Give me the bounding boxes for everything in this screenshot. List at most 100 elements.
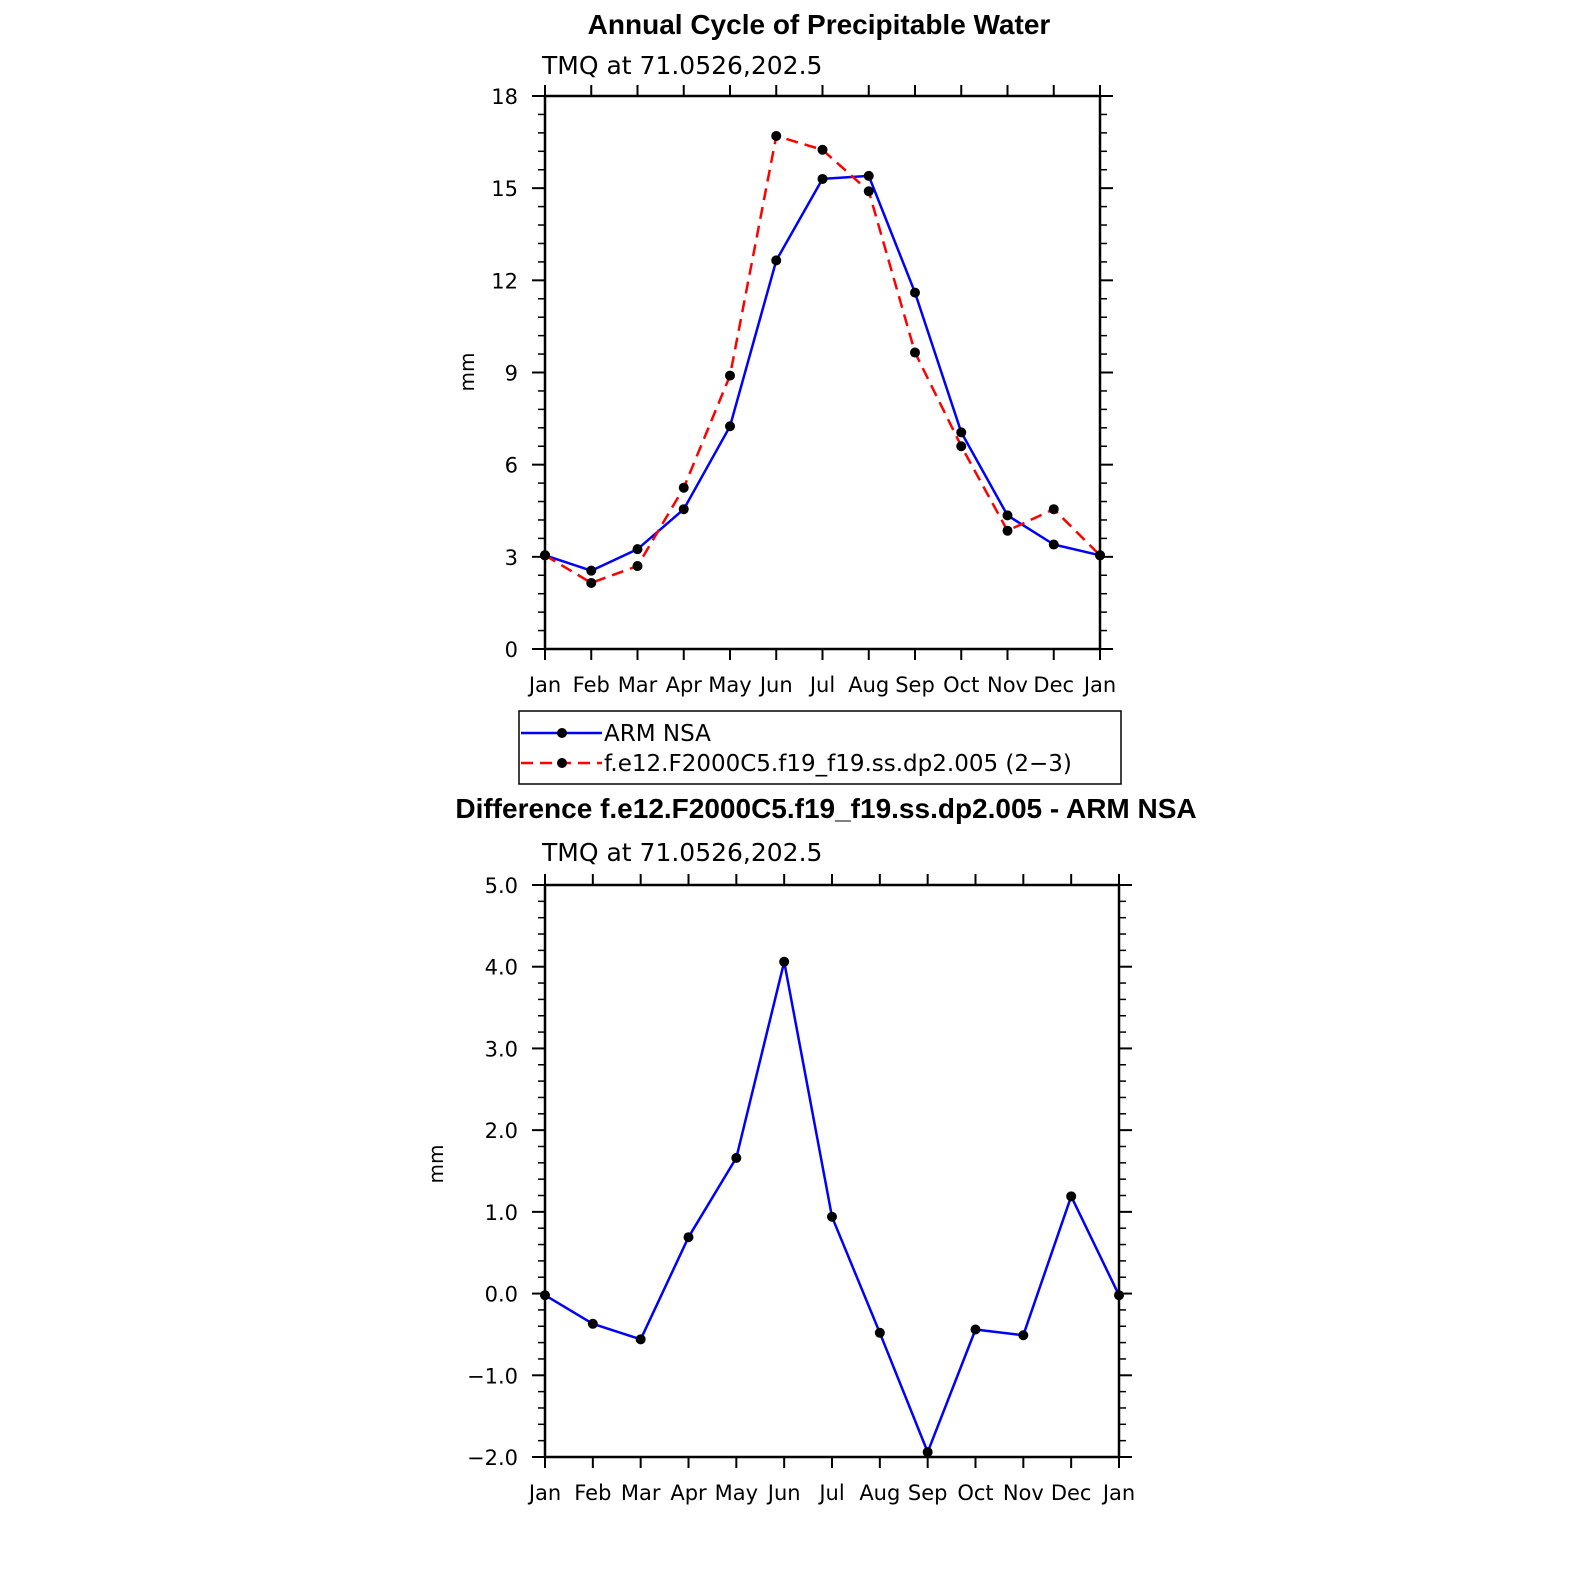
y-tick-label: 12 [491,269,518,293]
y-tick-label: 15 [491,177,518,201]
data-point [863,186,874,197]
x-tick-label: May [715,1481,758,1505]
data-point [635,1334,646,1345]
x-tick-label: Mar [621,1481,661,1505]
y-tick-label: 3.0 [485,1037,518,1061]
axis-ticks [532,874,1132,1468]
legend-marker-model [557,758,567,768]
y-tick-label: 0.0 [485,1283,518,1307]
x-tick-label: Nov [987,673,1028,697]
chart-subtitle: TMQ at 71.0526,202.5 [541,838,822,867]
x-tick-label: Sep [895,673,935,697]
x-tick-label: Nov [1003,1481,1044,1505]
x-tick-label: Feb [574,1481,611,1505]
y-tick-label: 6 [505,454,518,478]
data-point [586,565,597,576]
data-point [678,504,689,515]
legend-box [518,710,1122,785]
y-tick-label: 5.0 [485,874,518,898]
data-point [779,956,790,967]
data-point [632,544,643,555]
plot-frame [543,883,1121,1459]
data-point [586,577,597,588]
legend-label-model: f.e12.F2000C5.f19_f19.ss.dp2.005 (2−3) [604,751,1072,777]
data-point [910,347,920,358]
chart-title: Annual Cycle of Precipitable Water [588,9,1051,40]
y-tick-label: −1.0 [467,1364,518,1388]
series-group [540,130,1105,588]
chart-subtitle: TMQ at 71.0526,202.5 [541,51,822,80]
legend-label-arm-nsa: ARM NSA [604,721,711,747]
x-tick-label: Jul [808,673,835,697]
x-tick-label: Feb [573,673,610,697]
x-tick-label: Dec [1033,673,1074,697]
data-point [1002,525,1013,536]
data-point [1066,1191,1077,1202]
x-tick-label: Dec [1051,1481,1092,1505]
x-tick-label: Sep [908,1481,948,1505]
x-tick-label: Jan [527,1481,561,1505]
data-point [725,370,735,381]
y-tick-label: 0 [505,638,518,662]
series-line [544,174,1101,572]
y-tick-label: 1.0 [485,1201,518,1225]
series-line [544,960,1121,1454]
data-point [922,1447,933,1458]
y-tick-label: 18 [491,85,518,109]
data-point [725,421,735,432]
x-tick-label: Jan [1082,673,1116,697]
y-tick-label: −2.0 [467,1446,518,1470]
x-tick-label: Oct [957,1481,993,1505]
difference-chart: Difference f.e12.F2000C5.f19_f19.ss.dp2.… [424,793,1197,1505]
x-tick-label: Jun [758,673,793,697]
y-tick-label: 9 [505,362,518,386]
chart-title: Difference f.e12.F2000C5.f19_f19.ss.dp2.… [455,793,1196,824]
data-point [678,482,689,493]
data-point [874,1327,885,1338]
legend-item-arm-nsa: ARM NSA [521,721,711,747]
data-point [1048,539,1059,550]
data-point [970,1324,981,1335]
legend-marker-arm-nsa [557,728,567,738]
data-point [863,170,874,181]
data-point [771,130,782,141]
data-point [587,1318,598,1329]
x-tick-label: Aug [848,673,889,697]
x-tick-label: Jan [1101,1481,1135,1505]
x-tick-label: May [708,673,751,697]
data-point [817,173,828,184]
tick-labels: Jan Feb Mar Apr May Jun Jul Aug Sep Oct Nov Dec Jan−… [467,874,1135,1505]
data-point [956,441,967,452]
series-group [540,956,1124,1458]
y-tick-label: 3 [505,546,518,570]
data-point [771,255,782,266]
x-tick-label: Jun [766,1481,801,1505]
data-point [731,1152,742,1163]
data-point [683,1232,694,1243]
legend-item-model: f.e12.F2000C5.f19_f19.ss.dp2.005 (2−3) [521,751,1072,777]
x-tick-label: Jan [527,673,561,697]
data-point [1002,510,1013,521]
x-tick-label: Mar [618,673,658,697]
tick-labels: Jan Feb Mar Apr May Jun Jul Aug Sep Oct Nov Dec Jan 0… [491,85,1116,697]
data-point [1018,1330,1029,1341]
data-point [956,427,967,438]
data-point [632,561,643,572]
data-point [827,1211,837,1222]
series-line [544,134,1101,585]
x-tick-label: Apr [670,1481,707,1505]
x-tick-label: Aug [859,1481,900,1505]
y-tick-label: 4.0 [485,956,518,980]
annual-cycle-chart: Annual Cycle of Precipitable Water TMQ a… [455,9,1116,697]
x-tick-label: Jul [817,1481,844,1505]
data-point [817,144,828,155]
x-tick-label: Apr [666,673,703,697]
y-axis-label: mm [424,1145,448,1184]
plot-frame [543,94,1102,651]
x-tick-label: Oct [943,673,979,697]
y-tick-label: 2.0 [485,1119,518,1143]
data-point [1048,504,1059,515]
data-point [910,287,920,298]
legend: ARM NSA f.e12.F2000C5.f19_f19.ss.dp2.005… [518,710,1122,785]
